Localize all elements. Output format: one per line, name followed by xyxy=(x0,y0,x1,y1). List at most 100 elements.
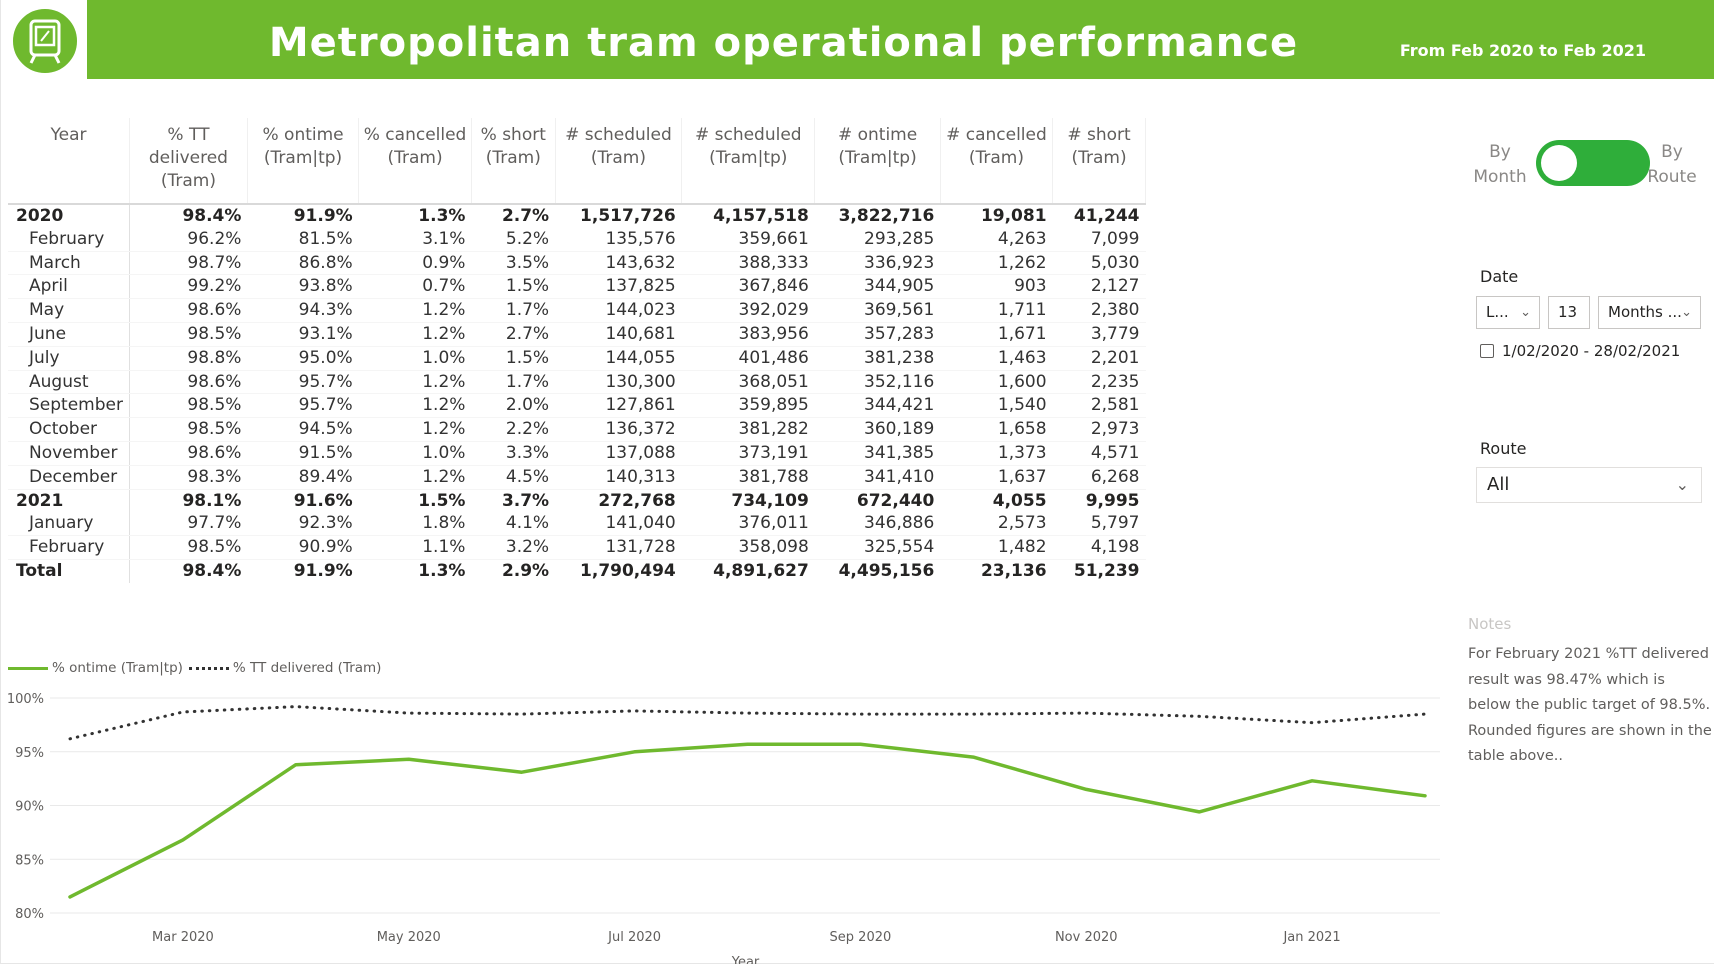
table-cell: 0.7% xyxy=(358,274,472,300)
table-cell: 9,995 xyxy=(1085,490,1140,511)
table-cell: 1,540 xyxy=(940,393,1053,419)
table-cell: 401,486 xyxy=(681,346,815,371)
chevron-down-icon: ⌄ xyxy=(1681,305,1692,320)
table-cell: 19,081 xyxy=(980,206,1047,226)
x-tick-label: Nov 2020 xyxy=(1055,930,1118,945)
x-axis-title: Year xyxy=(731,955,760,964)
table-cell: 144,023 xyxy=(555,298,682,323)
toggle-label-by-route: By Route xyxy=(1647,142,1697,187)
table-cell: 98.5% xyxy=(129,417,248,442)
table-cell: 4,055 xyxy=(992,490,1047,511)
table-cell: 3.5% xyxy=(471,251,556,276)
table-cell: 95.0% xyxy=(247,346,359,371)
route-dropdown[interactable]: All ⌄ xyxy=(1476,467,1702,503)
month-row: March 98.7% 86.8% 0.9% 3.5% 143,632 388,333 336… xyxy=(8,251,1146,276)
table-cell: 1,517,726 xyxy=(580,206,676,226)
table-cell: 325,554 xyxy=(814,535,941,560)
column-header[interactable]: % short (Tram) xyxy=(471,118,556,205)
table-cell: 5.2% xyxy=(471,227,556,252)
table-cell: 2,573 xyxy=(940,512,1053,537)
header-bar xyxy=(87,0,1714,79)
month-row: February 98.5% 90.9% 1.1% 3.2% 131,728 358,098… xyxy=(8,535,1146,560)
table-cell: 91.9% xyxy=(293,206,353,226)
table-cell: 381,282 xyxy=(681,417,815,442)
column-header[interactable]: Year xyxy=(8,118,130,205)
table-cell: 381,788 xyxy=(681,465,815,490)
table-cell: 1.5% xyxy=(418,490,466,511)
column-header[interactable]: # scheduled (Tram|tp) xyxy=(681,118,816,205)
date-unit-dropdown[interactable]: Months ... ⌄ xyxy=(1598,296,1701,329)
table-cell: 135,576 xyxy=(555,227,682,252)
column-header[interactable]: # cancelled (Tram) xyxy=(940,118,1054,205)
total-row: Total 98.4% 91.9% 1.3% 2.9% 1,790,494 4,891,62… xyxy=(8,559,1146,583)
row-label: June xyxy=(8,322,130,347)
toggle-knob xyxy=(1541,145,1577,181)
date-count-value: 13 xyxy=(1558,303,1578,321)
column-header[interactable]: # ontime (Tram|tp) xyxy=(814,118,941,205)
table-cell: 392,029 xyxy=(681,298,815,323)
table-cell: 4,495,156 xyxy=(838,560,935,581)
line-chart: 80% 85% 90% 95% 100% Mar 2020 May 2020 Jul 2020… xyxy=(0,648,1450,964)
table-cell: 381,238 xyxy=(814,346,941,371)
table-cell: 4,198 xyxy=(1052,535,1146,560)
month-row: September 98.5% 95.7% 1.2% 2.0% 127,861 359,89… xyxy=(8,393,1146,419)
month-row: May 98.6% 94.3% 1.2% 1.7% 144,023 392,029 369,5… xyxy=(8,298,1146,323)
table-cell: 90.9% xyxy=(247,535,359,560)
table-cell: 93.8% xyxy=(247,274,359,300)
table-cell: 91.9% xyxy=(293,560,353,581)
date-relative-dropdown[interactable]: L... ⌄ xyxy=(1476,296,1540,329)
table-cell: 143,632 xyxy=(555,251,682,276)
table-cell: 672,440 xyxy=(856,490,935,511)
date-count-input[interactable]: 13 xyxy=(1548,296,1590,329)
table-cell: 1.3% xyxy=(418,206,466,226)
year-group-row: 2021 98.1% 91.6% 1.5% 3.7% 272,768 734,109 672,… xyxy=(8,489,1146,513)
y-tick-label: 100% xyxy=(7,692,44,707)
column-header[interactable]: # scheduled (Tram) xyxy=(555,118,683,205)
table-cell: 358,098 xyxy=(681,535,815,560)
row-label: 2020 xyxy=(8,204,130,228)
column-header[interactable]: % TT delivered (Tram) xyxy=(129,118,248,205)
column-header[interactable]: % cancelled (Tram) xyxy=(358,118,472,205)
y-tick-label: 90% xyxy=(15,800,44,815)
month-route-toggle: By Month By Route xyxy=(1470,136,1700,192)
table-cell: 3.1% xyxy=(358,227,472,252)
table-cell: 359,661 xyxy=(681,227,815,252)
row-label: February xyxy=(8,535,130,560)
row-label: March xyxy=(8,251,130,276)
table-cell: 98.5% xyxy=(129,393,248,419)
y-tick-label: 85% xyxy=(15,853,44,868)
table-cell: 383,956 xyxy=(681,322,815,347)
header-date-range: From Feb 2020 to Feb 2021 xyxy=(1399,41,1646,60)
month-row: November 98.6% 91.5% 1.0% 3.3% 137,088 373,191… xyxy=(8,441,1146,466)
table-cell: 4,157,518 xyxy=(713,206,809,226)
row-label: September xyxy=(8,393,130,419)
table-cell: 903 xyxy=(940,274,1053,300)
table-cell: 1,637 xyxy=(940,465,1053,490)
toggle-switch[interactable] xyxy=(1536,140,1650,186)
table-cell: 141,040 xyxy=(555,512,682,537)
table-cell: 376,011 xyxy=(681,512,815,537)
table-cell: 5,030 xyxy=(1052,251,1146,276)
table-cell: 388,333 xyxy=(681,251,815,276)
row-label: October xyxy=(8,417,130,442)
table-cell: 5,797 xyxy=(1052,512,1146,537)
table-cell: 140,313 xyxy=(555,465,682,490)
chevron-down-icon: ⌄ xyxy=(1675,475,1689,494)
table-cell: 91.6% xyxy=(293,490,353,511)
table-cell: 94.5% xyxy=(247,417,359,442)
month-row: January 97.7% 92.3% 1.8% 4.1% 141,040 376,011 3… xyxy=(8,512,1146,537)
table-cell: 98.4% xyxy=(182,206,242,226)
route-selected-value: All xyxy=(1487,474,1510,495)
column-header[interactable]: % ontime (Tram|tp) xyxy=(247,118,360,205)
table-cell: 1.2% xyxy=(358,417,472,442)
table-cell: 92.3% xyxy=(247,512,359,537)
table-cell: 0.9% xyxy=(358,251,472,276)
table-cell: 1.2% xyxy=(358,322,472,347)
table-cell: 1.2% xyxy=(358,370,472,395)
x-tick-label: May 2020 xyxy=(377,930,441,945)
table-cell: 1,790,494 xyxy=(580,560,676,581)
table-cell: 2.7% xyxy=(501,206,550,226)
table-cell: 336,923 xyxy=(814,251,941,276)
y-tick-label: 95% xyxy=(15,746,44,761)
column-header[interactable]: # short (Tram) xyxy=(1052,118,1146,205)
